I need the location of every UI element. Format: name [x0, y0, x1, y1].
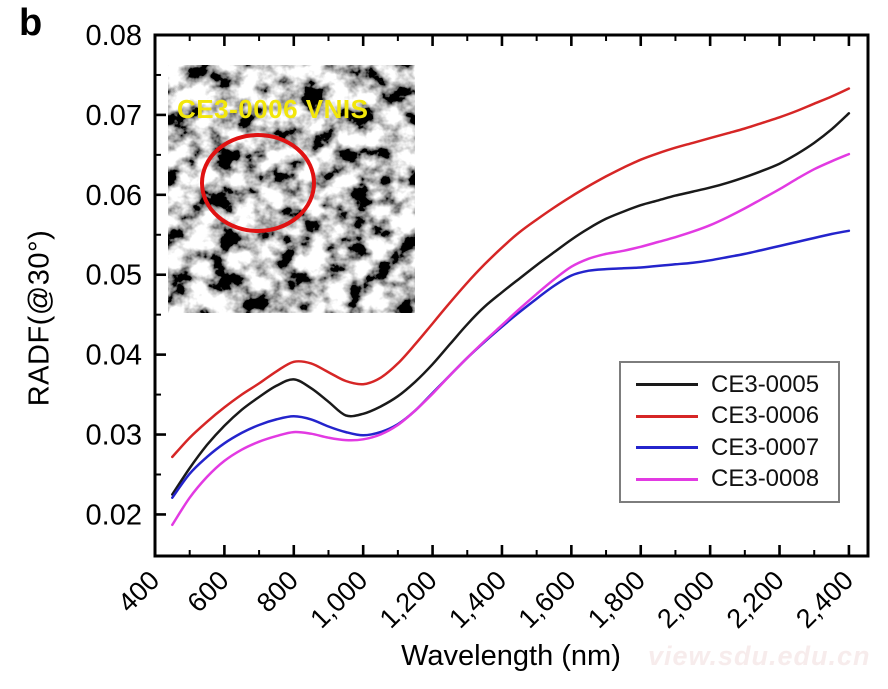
series-line-CE3-0007: [171, 229, 851, 499]
legend-item-CE3-0005: CE3-0005: [636, 370, 838, 398]
x-tick-label: 1,600: [513, 565, 582, 634]
y-tick-label: 0.04: [86, 340, 142, 372]
legend-line-swatch: [636, 414, 698, 418]
x-tick-label: 1,000: [304, 565, 373, 634]
y-tick-label: 0.06: [86, 180, 142, 212]
x-tick-label: 2,200: [721, 565, 790, 634]
x-tick-label: 1,200: [374, 565, 443, 634]
y-tick-label: 0.08: [86, 20, 142, 52]
series-line-CE3-0008: [171, 152, 851, 527]
y-tick-label: 0.07: [86, 100, 142, 132]
legend-line-swatch: [636, 383, 698, 387]
x-tick-label: 600: [182, 565, 235, 618]
legend-item-CE3-0007: CE3-0007: [636, 433, 838, 461]
legend-label: CE3-0007: [711, 433, 820, 461]
legend-item-CE3-0006: CE3-0006: [636, 404, 838, 428]
x-tick-label: 2,400: [790, 565, 859, 634]
x-axis-title: Wavelength (nm): [401, 640, 621, 672]
legend-box: CE3-0005 CE3-0006 CE3-0007 CE3-0008: [619, 361, 840, 503]
x-tick-label: 400: [112, 565, 165, 618]
x-tick-label: 1,400: [443, 565, 512, 634]
legend-line-swatch: [636, 446, 698, 450]
y-tick-label: 0.02: [86, 499, 142, 531]
vnis-context-image: CE3-0006 VNIS: [168, 65, 415, 313]
panel-label: b: [19, 2, 43, 44]
y-tick-label: 0.03: [86, 420, 142, 452]
legend-label: CE3-0005: [711, 370, 820, 398]
legend-item-CE3-0008: CE3-0008: [636, 467, 838, 491]
legend-label: CE3-0008: [711, 465, 820, 493]
series-line-CE3-0006: [171, 87, 851, 459]
watermark: view.sdu.edu.cn: [648, 641, 871, 671]
lunar-surface-photo: [168, 65, 415, 313]
legend-line-swatch: [636, 477, 698, 481]
series-line-CE3-0005: [171, 112, 851, 496]
plot-axes-box: [153, 33, 870, 558]
x-tick-label: 800: [251, 565, 304, 618]
legend-label: CE3-0006: [711, 402, 820, 430]
x-tick-label: 2,000: [651, 565, 720, 634]
y-tick-label: 0.05: [86, 260, 142, 292]
measurement-target-circle: [200, 133, 316, 233]
x-tick-label: 1,800: [582, 565, 651, 634]
inset-image-label: CE3-0006 VNIS: [177, 94, 369, 124]
